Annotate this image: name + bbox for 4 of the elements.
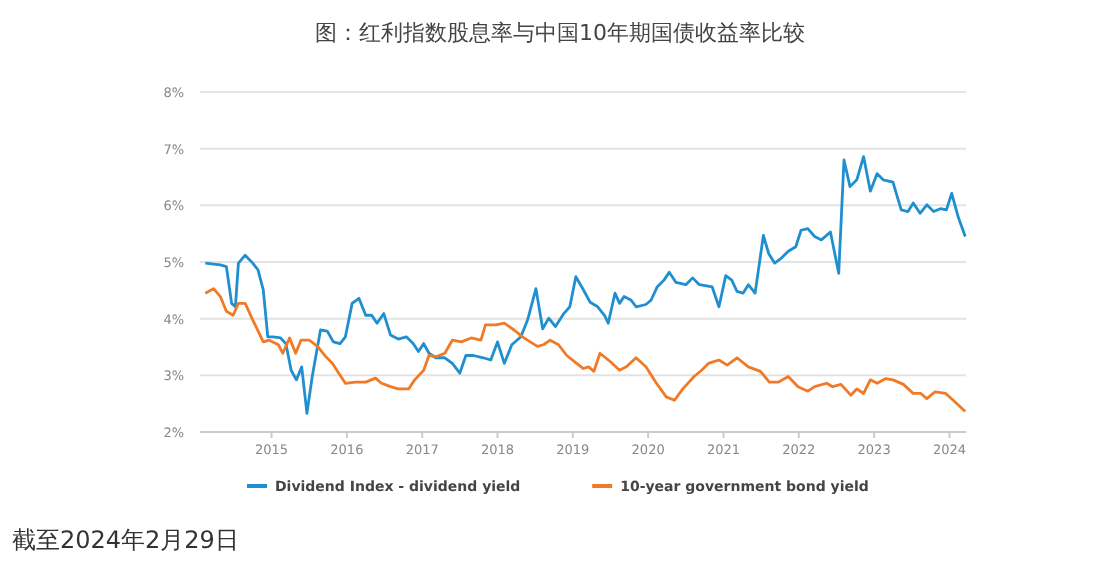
line-series [203,155,967,415]
text: 截至2024年2月29日 [12,526,239,554]
chart-title: 图：红利指数股息率与中国10年期国债收益率比较 [315,20,805,46]
line-series [203,287,967,413]
